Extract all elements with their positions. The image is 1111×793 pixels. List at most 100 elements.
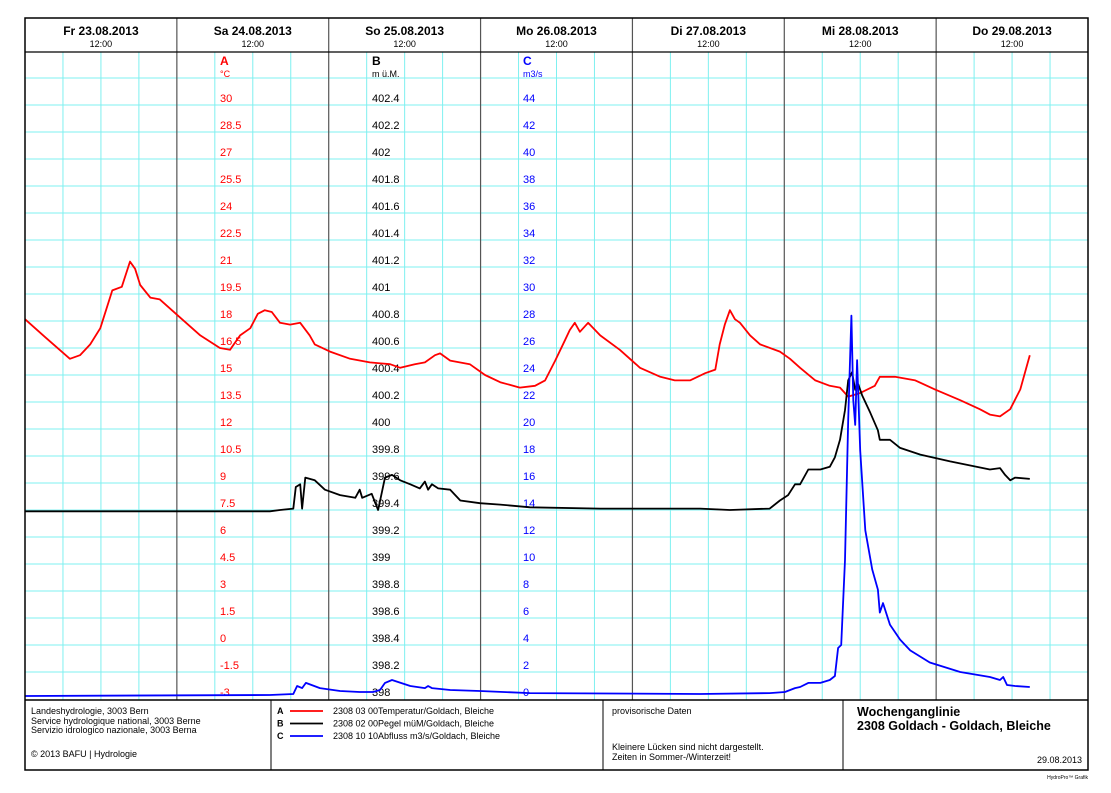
tick-label: 402.4 [372, 93, 400, 105]
tick-label: 399.8 [372, 444, 400, 456]
tick-label: 18 [220, 309, 232, 321]
tick-label: 9 [220, 471, 226, 483]
tick-label: 401 [372, 282, 390, 294]
tick-label: 398.6 [372, 606, 400, 618]
axis-unit: m ü.M. [372, 69, 400, 79]
tick-label: 21 [220, 255, 232, 267]
tick-label: -1.5 [220, 660, 239, 672]
org-line: Landeshydrologie, 3003 Bern [31, 706, 149, 716]
grid [25, 18, 1088, 700]
axis-unit: m3/s [523, 69, 543, 79]
tick-label: 44 [523, 93, 535, 105]
org-line: Servizio idrologico nazionale, 3003 Bern… [31, 725, 197, 735]
tick-label: 400.6 [372, 336, 400, 348]
tick-label: 40 [523, 147, 535, 159]
legend-key: C [277, 731, 284, 741]
tick-label: 2 [523, 660, 529, 672]
tick-label: 401.2 [372, 255, 400, 267]
time-label: 12:00 [545, 39, 568, 49]
time-label: 12:00 [849, 39, 872, 49]
tick-label: 24 [220, 201, 232, 213]
tick-label: 30 [523, 282, 535, 294]
legend-key: B [277, 719, 284, 729]
day-label: Mi 28.08.2013 [822, 24, 899, 38]
tick-label: 38 [523, 174, 535, 186]
day-label: Mo 26.08.2013 [516, 24, 597, 38]
day-label: Fr 23.08.2013 [63, 24, 139, 38]
series-line-a [24, 260, 1031, 418]
tick-label: 6 [523, 606, 529, 618]
tick-label: 10.5 [220, 444, 241, 456]
day-label: Do 29.08.2013 [972, 24, 1052, 38]
tick-label: 28 [523, 309, 535, 321]
tick-label: 401.6 [372, 201, 400, 213]
tick-label: 400.4 [372, 363, 400, 375]
day-label: Sa 24.08.2013 [214, 24, 292, 38]
tick-label: 399 [372, 552, 390, 564]
tick-label: 13.5 [220, 390, 241, 402]
legend-desc: Abfluss m3/s/Goldach, Bleiche [378, 731, 500, 741]
tick-label: 398.8 [372, 579, 400, 591]
series-line-b [25, 371, 1030, 513]
station-name: 2308 Goldach - Goldach, Bleiche [857, 719, 1051, 733]
tick-label: 8 [523, 579, 529, 591]
tick-label: 400.2 [372, 390, 400, 402]
tick-label: 4 [523, 633, 529, 645]
org-line: Service hydrologique national, 3003 Bern… [31, 716, 201, 726]
tick-label: 400 [372, 417, 390, 429]
provisional-note: provisorische Daten [612, 706, 692, 716]
tick-label: 10 [523, 552, 535, 564]
series-line-c [24, 314, 1030, 697]
tick-label: 42 [523, 120, 535, 132]
tick-label: 398.4 [372, 633, 400, 645]
time-label: 12:00 [90, 39, 113, 49]
tick-label: 401.4 [372, 228, 400, 240]
time-label: 12:00 [1001, 39, 1024, 49]
tick-label: 19.5 [220, 282, 241, 294]
tick-label: 0 [220, 633, 226, 645]
time-label: 12:00 [242, 39, 265, 49]
tick-label: 28.5 [220, 120, 241, 132]
tick-label: 398.2 [372, 660, 400, 672]
tick-label: 4.5 [220, 552, 235, 564]
tick-label: 18 [523, 444, 535, 456]
legend-key: A [277, 706, 284, 716]
footer-title: Wochenganglinie 2308 Goldach - Goldach, … [857, 705, 1082, 765]
axis-key: A [220, 54, 229, 68]
tick-label: 16 [523, 471, 535, 483]
legend-code: 2308 03 00 [333, 706, 378, 716]
tick-label: 401.8 [372, 174, 400, 186]
tick-label: 24 [523, 363, 535, 375]
tick-label: 402 [372, 147, 390, 159]
chart-title: Wochenganglinie [857, 705, 960, 719]
tick-label: 6 [220, 525, 226, 537]
tick-label: 22.5 [220, 228, 241, 240]
note-line: Kleinere Lücken sind nicht dargestellt. [612, 742, 764, 752]
tick-label: 30 [220, 93, 232, 105]
day-label: Di 27.08.2013 [671, 24, 747, 38]
footer-notes: provisorische Daten Kleinere Lücken sind… [612, 706, 764, 762]
axis-labels: A°C3028.52725.52422.52119.51816.51513.51… [220, 54, 543, 699]
tick-label: 7.5 [220, 498, 235, 510]
tick-label: 402.2 [372, 120, 400, 132]
copyright: © 2013 BAFU | Hydrologie [31, 749, 137, 759]
tick-label: 398 [372, 687, 390, 699]
day-label: So 25.08.2013 [365, 24, 444, 38]
tick-label: 15 [220, 363, 232, 375]
legend-desc: Pegel müM/Goldach, Bleiche [378, 719, 494, 729]
time-label: 12:00 [697, 39, 720, 49]
legend-desc: Temperatur/Goldach, Bleiche [378, 706, 494, 716]
tick-label: 20 [523, 417, 535, 429]
tick-label: 32 [523, 255, 535, 267]
series-lines [24, 260, 1031, 697]
tick-label: 34 [523, 228, 535, 240]
tick-label: 22 [523, 390, 535, 402]
footer-org: Landeshydrologie, 3003 Bern Service hydr… [31, 706, 201, 759]
tick-label: 26 [523, 336, 535, 348]
tick-label: 399.2 [372, 525, 400, 537]
tick-label: 400.8 [372, 309, 400, 321]
plot-frame [24, 17, 1089, 771]
axis-key: B [372, 54, 381, 68]
